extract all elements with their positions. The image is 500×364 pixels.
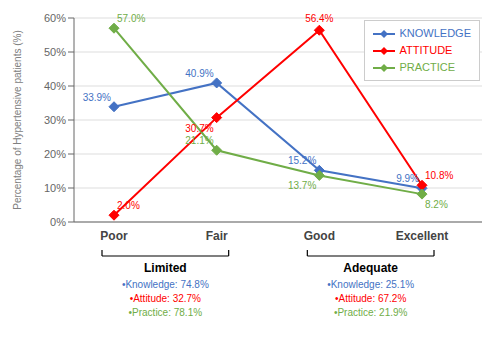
- svg-text:•Attitude: 32.7%: •Attitude: 32.7%: [130, 293, 201, 304]
- svg-text:Percentage of Hypertensive pat: Percentage of Hypertensive patients (%): [12, 30, 23, 210]
- svg-text:8.2%: 8.2%: [425, 199, 448, 210]
- html-text:ATTITUDE: ATTITUDE: [399, 44, 453, 56]
- svg-text:30%: 30%: [44, 114, 66, 126]
- svg-text:33.9%: 33.9%: [83, 92, 111, 103]
- svg-text:Good: Good: [304, 229, 335, 243]
- svg-text:10.8%: 10.8%: [425, 170, 453, 181]
- svg-text:50%: 50%: [44, 46, 66, 58]
- svg-text:Excellent: Excellent: [396, 229, 449, 243]
- svg-text:Limited: Limited: [144, 261, 187, 275]
- html-text:KNOWLEDGE: KNOWLEDGE: [399, 27, 471, 39]
- svg-text:•Practice: 21.9%: •Practice: 21.9%: [334, 307, 408, 318]
- html-text:PRACTICE: PRACTICE: [399, 61, 456, 73]
- svg-text:56.4%: 56.4%: [305, 13, 333, 24]
- svg-text:40.9%: 40.9%: [185, 68, 213, 79]
- svg-text:21.1%: 21.1%: [185, 135, 213, 146]
- svg-text:•Attitude: 67.2%: •Attitude: 67.2%: [335, 293, 406, 304]
- svg-text:9.9%: 9.9%: [396, 173, 419, 184]
- svg-text:Poor: Poor: [100, 229, 128, 243]
- svg-text:15.2%: 15.2%: [288, 155, 316, 166]
- svg-text:Fair: Fair: [206, 229, 228, 243]
- svg-text:57.0%: 57.0%: [117, 13, 145, 24]
- svg-text:•Knowledge: 74.8%: •Knowledge: 74.8%: [122, 279, 209, 290]
- svg-text:0%: 0%: [50, 216, 66, 228]
- svg-text:2.0%: 2.0%: [117, 200, 140, 211]
- svg-text:20%: 20%: [44, 148, 66, 160]
- svg-text:•Practice: 78.1%: •Practice: 78.1%: [129, 307, 203, 318]
- svg-text:10%: 10%: [44, 182, 66, 194]
- svg-text:60%: 60%: [44, 12, 66, 24]
- svg-text:•Knowledge: 25.1%: •Knowledge: 25.1%: [327, 279, 414, 290]
- svg-text:Adequate: Adequate: [343, 261, 398, 275]
- svg-text:40%: 40%: [44, 80, 66, 92]
- svg-text:30.7%: 30.7%: [185, 123, 213, 134]
- svg-text:13.7%: 13.7%: [288, 180, 316, 191]
